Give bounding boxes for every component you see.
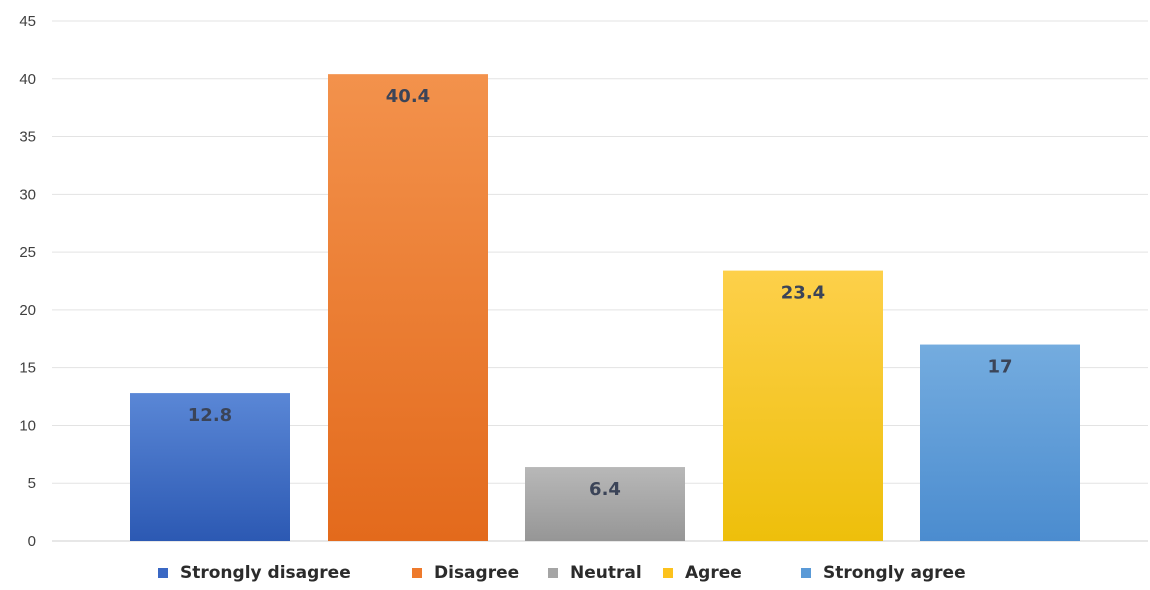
- legend-label: Agree: [685, 563, 742, 583]
- y-tick-label: 35: [19, 129, 36, 146]
- y-tick-label: 5: [28, 475, 36, 492]
- bar-disagree: [328, 74, 488, 542]
- y-tick-label: 0: [28, 533, 36, 550]
- legend-swatch: [412, 568, 422, 578]
- legend-swatch: [548, 568, 558, 578]
- y-tick-label: 45: [19, 13, 36, 30]
- legend-item-neutral: Neutral: [548, 563, 642, 583]
- y-tick-label: 25: [19, 244, 36, 261]
- legend-label: Strongly agree: [823, 563, 966, 583]
- legend-item-strongly-agree: Strongly agree: [801, 563, 966, 583]
- legend-swatch: [663, 568, 673, 578]
- y-axis-tick-labels: 0 5 10 15 20 25 30 35 40 45: [19, 13, 36, 550]
- data-label-strongly-disagree: 12.8: [188, 405, 232, 426]
- legend-label: Disagree: [434, 563, 519, 583]
- y-tick-label: 10: [19, 417, 36, 434]
- y-tick-label: 15: [19, 360, 36, 377]
- legend: Strongly disagree Disagree Neutral Agree Str…: [158, 563, 966, 583]
- y-tick-label: 30: [19, 186, 36, 203]
- legend-label: Neutral: [570, 563, 642, 583]
- bar-agree: [723, 270, 883, 541]
- data-labels: 12.8 40.4 6.4 23.4 17: [188, 86, 1013, 500]
- data-label-agree: 23.4: [781, 283, 825, 304]
- data-label-neutral: 6.4: [589, 479, 621, 500]
- y-tick-label: 40: [19, 71, 36, 88]
- legend-item-strongly-disagree: Strongly disagree: [158, 563, 351, 583]
- data-label-strongly-agree: 17: [987, 357, 1012, 378]
- legend-label: Strongly disagree: [180, 563, 351, 583]
- legend-item-disagree: Disagree: [412, 563, 519, 583]
- legend-item-agree: Agree: [663, 563, 742, 583]
- bar-neutral: [525, 467, 685, 541]
- bar-strongly-agree: [920, 344, 1080, 541]
- legend-swatch: [801, 568, 811, 578]
- y-tick-label: 20: [19, 302, 36, 319]
- bar-strongly-disagree: [130, 393, 290, 541]
- legend-swatch: [158, 568, 168, 578]
- bars: [130, 74, 1080, 542]
- data-label-disagree: 40.4: [386, 86, 430, 107]
